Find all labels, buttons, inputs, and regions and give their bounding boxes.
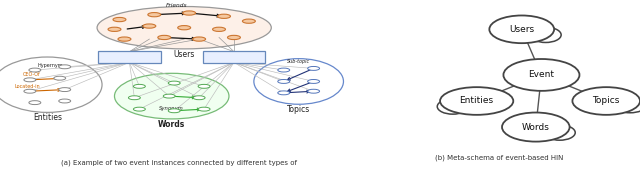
Circle shape bbox=[59, 88, 70, 92]
Circle shape bbox=[218, 14, 230, 18]
Circle shape bbox=[308, 66, 319, 70]
Circle shape bbox=[198, 84, 210, 88]
Circle shape bbox=[133, 84, 145, 88]
Ellipse shape bbox=[440, 87, 513, 115]
Text: Topics: Topics bbox=[287, 105, 310, 114]
Text: Words: Words bbox=[522, 123, 550, 132]
Circle shape bbox=[168, 81, 180, 85]
Circle shape bbox=[148, 12, 161, 17]
Text: Event
Instance 1: Event Instance 1 bbox=[113, 51, 146, 62]
Text: Event
Instance 2: Event Instance 2 bbox=[218, 51, 250, 62]
Text: CEO-Of: CEO-Of bbox=[22, 72, 40, 77]
Text: (a) Example of two event instances connected by different types of: (a) Example of two event instances conne… bbox=[61, 160, 297, 166]
Text: Entities: Entities bbox=[460, 96, 493, 106]
Text: Synonym: Synonym bbox=[159, 106, 184, 111]
Ellipse shape bbox=[97, 7, 271, 49]
Ellipse shape bbox=[0, 57, 102, 112]
Ellipse shape bbox=[502, 113, 570, 142]
Text: Users: Users bbox=[509, 25, 534, 34]
Ellipse shape bbox=[572, 87, 640, 115]
Ellipse shape bbox=[254, 59, 344, 104]
FancyBboxPatch shape bbox=[99, 51, 161, 63]
Circle shape bbox=[54, 76, 66, 80]
Text: Entities: Entities bbox=[33, 113, 62, 122]
Circle shape bbox=[113, 17, 126, 22]
Circle shape bbox=[108, 27, 121, 31]
Circle shape bbox=[24, 89, 36, 93]
Circle shape bbox=[29, 101, 41, 105]
Circle shape bbox=[59, 99, 70, 103]
Circle shape bbox=[227, 35, 241, 40]
Circle shape bbox=[158, 35, 171, 40]
Text: Event: Event bbox=[529, 70, 554, 79]
Circle shape bbox=[178, 26, 191, 30]
Circle shape bbox=[168, 109, 180, 113]
Circle shape bbox=[278, 79, 290, 83]
Circle shape bbox=[24, 78, 36, 82]
Text: Words: Words bbox=[158, 120, 186, 129]
Circle shape bbox=[193, 37, 205, 41]
Text: Users: Users bbox=[173, 50, 195, 59]
Circle shape bbox=[163, 94, 175, 98]
Circle shape bbox=[143, 24, 156, 28]
Text: Hypernym: Hypernym bbox=[37, 63, 63, 68]
Circle shape bbox=[129, 96, 140, 100]
Circle shape bbox=[308, 79, 319, 83]
Circle shape bbox=[212, 27, 225, 31]
Circle shape bbox=[133, 107, 145, 111]
Circle shape bbox=[278, 91, 290, 95]
Circle shape bbox=[198, 107, 210, 111]
FancyBboxPatch shape bbox=[203, 51, 265, 63]
Circle shape bbox=[278, 68, 290, 72]
Circle shape bbox=[243, 19, 255, 23]
Circle shape bbox=[193, 96, 205, 100]
Text: Located-in: Located-in bbox=[15, 84, 40, 89]
Circle shape bbox=[182, 11, 196, 15]
Circle shape bbox=[118, 37, 131, 41]
Ellipse shape bbox=[490, 16, 554, 43]
Ellipse shape bbox=[115, 73, 229, 119]
Ellipse shape bbox=[504, 59, 579, 91]
Circle shape bbox=[59, 65, 70, 69]
Circle shape bbox=[308, 89, 319, 93]
Text: Topics: Topics bbox=[593, 96, 620, 106]
Circle shape bbox=[29, 68, 41, 72]
Text: (b) Meta-schema of event-based HIN: (b) Meta-schema of event-based HIN bbox=[435, 155, 563, 161]
Text: Sub-topic: Sub-topic bbox=[287, 59, 310, 64]
Text: Friends: Friends bbox=[166, 3, 188, 8]
